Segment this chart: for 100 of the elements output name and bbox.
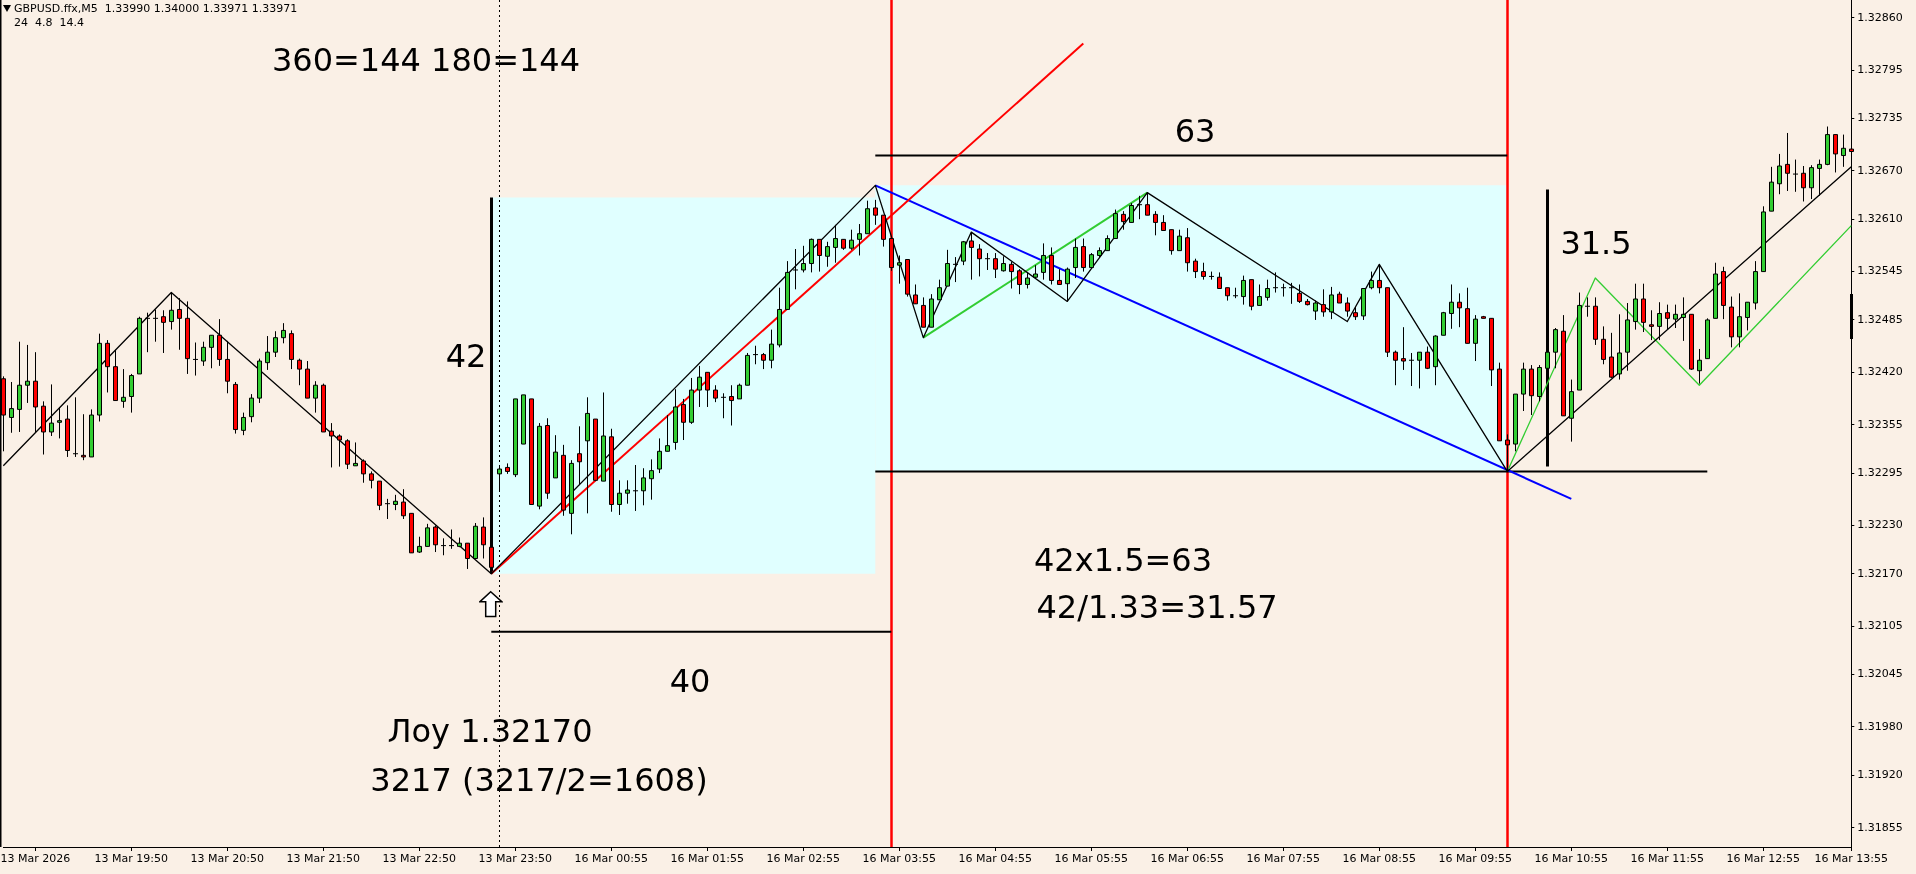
candlestick (361, 458, 366, 484)
candlestick (57, 406, 62, 439)
candlestick (1553, 327, 1558, 369)
annotation: 63 (1174, 112, 1216, 151)
candlestick (177, 297, 182, 351)
candlestick (1081, 238, 1086, 273)
candlestick (465, 542, 470, 570)
candlestick (1681, 296, 1686, 342)
candlestick (977, 243, 982, 277)
candlestick (225, 340, 230, 394)
candlestick (129, 373, 134, 414)
candlestick (1792, 159, 1799, 193)
candlestick (752, 345, 759, 365)
candlestick (1329, 286, 1334, 320)
candlestick (1833, 134, 1838, 173)
candlestick (921, 296, 926, 328)
candlestick (440, 537, 447, 556)
candlestick (1009, 261, 1014, 290)
y-tick-label: 1.32485 (1857, 312, 1903, 326)
candlestick (1697, 348, 1702, 385)
candlestick (353, 441, 358, 467)
y-tick-label: 1.31980 (1857, 719, 1903, 733)
candlestick (121, 368, 126, 409)
candlestick (1617, 313, 1622, 381)
annotation: 40 (669, 662, 711, 701)
candlestick (313, 380, 318, 414)
candlestick (1265, 279, 1270, 302)
candlestick (897, 254, 902, 285)
y-tick-label: 1.32295 (1857, 465, 1903, 479)
candlestick (1065, 267, 1070, 302)
x-tick-label: 16 Mar 11:55 (1630, 852, 1705, 866)
x-tick-label: 13 Mar 19:50 (94, 852, 169, 866)
candlestick (1393, 350, 1398, 386)
candlestick (617, 479, 622, 516)
candlestick (1609, 332, 1614, 379)
candlestick (1145, 192, 1150, 216)
x-tick-label: 16 Mar 07:55 (1246, 852, 1321, 866)
candlestick (1345, 296, 1350, 318)
candlestick (425, 523, 430, 547)
candlestick (632, 464, 639, 512)
candlestick (481, 516, 486, 559)
candlestick (1584, 296, 1591, 318)
candlestick (1641, 283, 1646, 333)
text: 24 4.8 14.4 (14, 16, 84, 29)
x-tick-label: 16 Mar 04:55 (958, 852, 1033, 866)
candlestick (1401, 326, 1406, 371)
candlestick (209, 334, 214, 369)
candlestick (192, 342, 199, 377)
candlestick (72, 396, 79, 458)
candlestick (833, 224, 838, 264)
candlestick (297, 358, 302, 386)
candlestick (337, 433, 342, 468)
candlestick (1313, 300, 1318, 321)
candlestick (1449, 283, 1454, 330)
candlestick (1801, 165, 1806, 202)
x-tick-label: 13 Mar 2026 (0, 852, 71, 866)
candlestick (657, 437, 662, 474)
candlestick (873, 199, 878, 226)
candlestick (857, 223, 862, 256)
candlestick (241, 412, 246, 436)
x-tick-label: 13 Mar 21:50 (286, 852, 361, 866)
x-tick-label: 13 Mar 22:50 (382, 852, 457, 866)
candlestick (1280, 283, 1287, 298)
candlestick (281, 322, 286, 344)
candlestick (161, 309, 166, 354)
y-tick-label: 1.31920 (1857, 768, 1903, 782)
candlestick (384, 498, 391, 520)
candlestick (1272, 271, 1279, 294)
candlestick (697, 365, 702, 408)
candlestick (273, 330, 278, 358)
candlestick (81, 413, 86, 461)
y-tick-label: 1.32735 (1857, 111, 1903, 125)
candlestick (1241, 275, 1246, 306)
candlestick (1785, 132, 1790, 192)
y-tick-label: 1.32045 (1857, 667, 1903, 681)
x-tick-label: 13 Mar 20:50 (190, 852, 265, 866)
x-tick-label: 16 Mar 03:55 (862, 852, 937, 866)
candlestick (577, 425, 582, 486)
y-tick-label: 1.32105 (1857, 619, 1903, 633)
candlestick (961, 240, 966, 266)
candlestick (1457, 292, 1462, 328)
candlestick (169, 292, 174, 331)
x-tick-label: 16 Mar 02:55 (766, 852, 841, 866)
candlestick (1321, 288, 1326, 318)
y-tick-label: 1.32230 (1857, 518, 1903, 532)
candlestick (25, 344, 30, 404)
candlestick (1408, 352, 1415, 387)
candlestick (1073, 238, 1078, 279)
y-tick-label: 1.32860 (1857, 10, 1903, 24)
candlestick (769, 329, 774, 369)
candlestick (984, 252, 991, 271)
candlestick (729, 384, 734, 427)
candlestick (1257, 283, 1262, 306)
candlestick (9, 381, 14, 434)
y-tick-label: 1.32420 (1857, 365, 1903, 379)
candlestick (1129, 202, 1134, 223)
candlestick (105, 339, 110, 393)
candlestick (1665, 304, 1670, 331)
x-tick-label: 16 Mar 09:55 (1438, 852, 1513, 866)
x-tick-label: 16 Mar 00:55 (574, 852, 649, 866)
